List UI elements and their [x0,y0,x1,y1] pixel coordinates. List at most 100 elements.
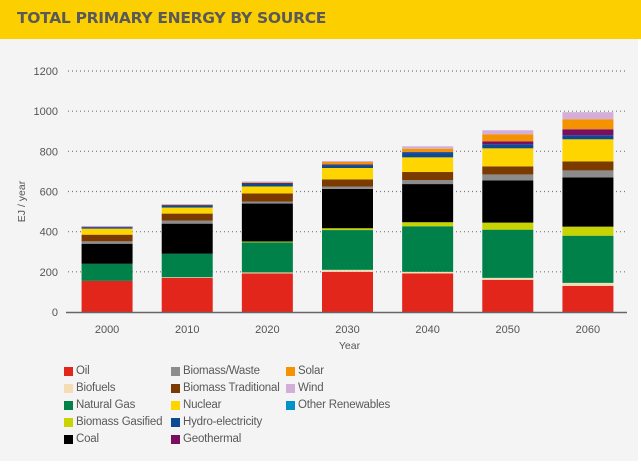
bar-segment-biofuels [482,277,534,280]
bar-segment-hydro-electricity [562,135,614,140]
bar-segment-biofuels [402,271,454,274]
legend-swatch [171,366,180,376]
bar-segment-solar [562,119,614,130]
title-banner: TOTAL PRIMARY ENERGY BY SOURCE [0,0,641,39]
bar-segment-geothermal [482,141,534,145]
bar-segment-biomass-waste [562,170,614,178]
x-axis-title: Year [339,340,361,352]
legend-label: Natural Gas [76,399,136,411]
bar-segment-nuclear [322,168,373,180]
y-tick-label: 200 [40,267,58,279]
bar-segment-natural-gas [322,230,373,270]
bar-segment-nuclear [161,207,213,214]
legend-item-oil: Oil [64,365,90,377]
bar-segment-oil [562,285,614,312]
legend-swatch [64,366,73,376]
bar-segment-biomass-waste [402,180,454,185]
legend-swatch [286,366,295,376]
bar-stack-2020 [241,181,293,312]
bar-segment-coal [241,203,293,242]
x-tick-label: 2010 [175,324,199,336]
legend-item-biomass-waste: Biomass/Waste [171,365,260,377]
legend-item-other-renewables: Other Renewables [286,399,390,411]
bar-segment-biomass-traditional [81,234,133,242]
bar-segment-coal [562,177,614,227]
bar-segment-biomass-traditional [161,213,213,221]
legend-label: Wind [298,382,324,394]
bar-segment-biomass-gasified [322,228,373,231]
legend-swatch [64,417,73,427]
bar-segment-oil [161,277,213,312]
legend-label: Biomass Traditional [183,382,280,394]
bar-stack-2040 [402,146,454,312]
bar-segment-hydro-electricity [482,144,534,149]
bar-segment-geothermal [322,164,373,165]
bar-stack-2060 [562,112,614,312]
legend-item-coal: Coal [64,433,99,445]
bar-segment-biomass-traditional [402,172,454,181]
bar-segment-wind [562,112,614,120]
bar-segment-biofuels [161,277,213,278]
bar-segment-biomass-gasified [482,222,534,230]
bar-segment-oil [402,273,454,312]
y-tick-label: 800 [40,146,58,158]
bar-stack-2030 [322,160,373,312]
legend-swatch [171,400,180,410]
bar-segment-biofuels [322,269,373,272]
bar-segment-wind [482,130,534,135]
bar-segment-biomass-traditional [562,161,614,171]
bar-segment-biomass-waste [161,220,213,224]
bar-segment-natural-gas [241,242,293,273]
bar-stack-2010 [161,204,213,312]
x-tick-label: 2030 [335,324,359,336]
legend-item-biomass-traditional: Biomass Traditional [171,382,280,394]
bar-segment-coal [322,188,373,229]
bars [81,112,614,312]
legend-item-wind: Wind [286,382,324,394]
legend-label: Coal [76,433,99,445]
bar-segment-biomass-waste [241,201,293,204]
y-axis-title: EJ / year [16,180,28,222]
legend-label: Nuclear [183,399,222,411]
legend-item-biofuels: Biofuels [64,382,116,394]
y-tick-label: 400 [40,227,58,239]
legend-item-solar: Solar [286,365,324,377]
bar-segment-nuclear [402,157,454,173]
bar-segment-natural-gas [482,229,534,278]
bar-segment-hydro-electricity [161,205,213,208]
legend-item-hydro-electricity: Hydro-electricity [171,416,262,428]
legend-swatch [64,400,73,410]
legend-item-biomass-gasified: Biomass Gasified [64,416,162,428]
bar-segment-solar [482,134,534,142]
bar-stack-2000 [81,226,133,312]
bar-segment-geothermal [402,151,454,153]
bar-segment-coal [161,223,213,254]
bar-segment-oil [81,280,133,312]
bar-segment-solar [322,161,373,165]
bar-segment-biomass-gasified [402,222,454,227]
bar-segment-biomass-gasified [562,226,614,236]
legend-label: Biomass/Waste [183,365,260,377]
bar-segment-geothermal [562,129,614,136]
legend-swatch [286,383,295,393]
bar-segment-nuclear [482,148,534,167]
y-tick-label: 1200 [34,66,58,78]
legend: Oil Biofuels Natural Gas Biomass Gasified Co… [64,365,624,455]
x-tick-labels: 2000 2010 2020 2030 2040 2050 2060 [95,324,600,336]
bar-segment-wind [322,160,373,162]
bar-segment-oil [322,271,373,312]
legend-swatch [286,400,295,410]
legend-label: Oil [76,365,90,377]
y-tick-label: 0 [52,307,58,319]
bar-segment-biomass-waste [482,174,534,181]
bar-segment-coal [81,243,133,264]
bar-segment-hydro-electricity [402,152,454,158]
bar-segment-biomass-traditional [482,166,534,175]
legend-label: Other Renewables [298,399,391,411]
bar-segment-other-renewables [402,152,454,154]
legend-label: Biomass Gasified [76,416,163,428]
bar-segment-biofuels [562,282,614,286]
y-tick-label: 1000 [34,106,58,118]
bar-segment-wind [161,204,213,205]
